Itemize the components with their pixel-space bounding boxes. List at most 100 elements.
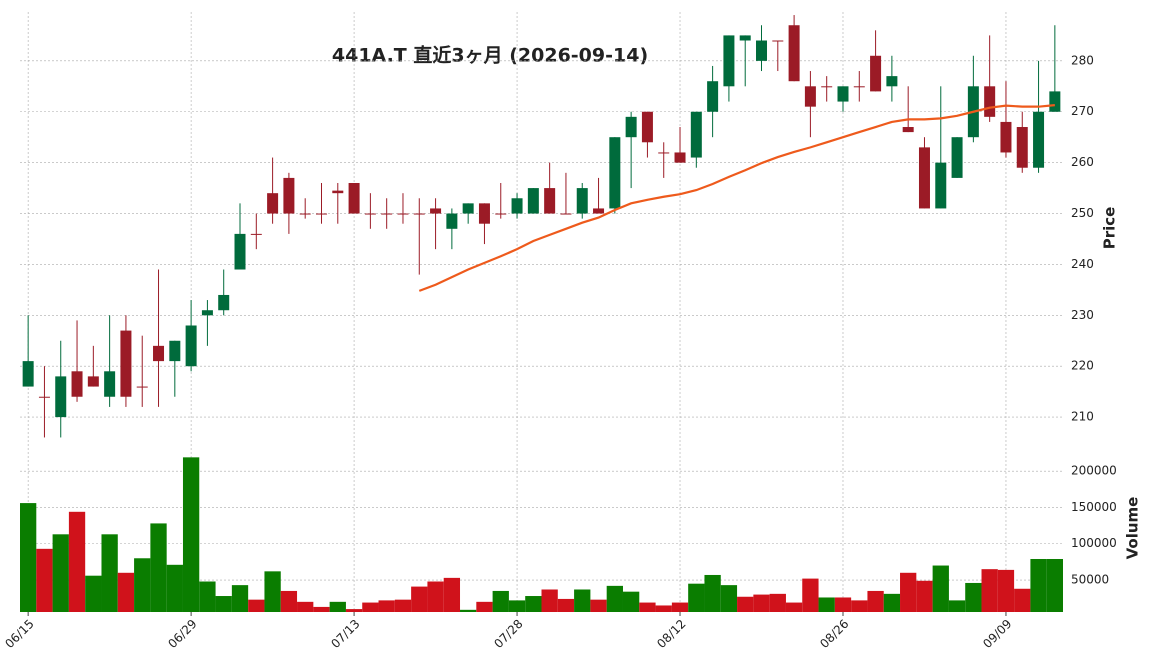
volume-bar (541, 589, 558, 612)
price-axis-label: Price (1101, 207, 1119, 250)
candle-body (364, 213, 376, 215)
candle-body (299, 213, 311, 215)
volume-axis-label: Volume (1124, 497, 1142, 560)
candle-body (576, 188, 588, 214)
volume-bar (231, 585, 249, 612)
candle-body (234, 233, 246, 270)
candle-body (951, 137, 963, 178)
x-tick-label: 08/26 (817, 617, 851, 651)
volume-bar (655, 605, 672, 612)
volume-bar (150, 523, 167, 612)
volume-bar (818, 597, 835, 612)
candle-body (560, 213, 572, 215)
volume-bar (378, 600, 395, 612)
candle-body (935, 162, 947, 209)
candle-body (690, 111, 702, 158)
candle-body (348, 182, 360, 214)
volume-bar (264, 571, 281, 612)
volume-bar (248, 599, 265, 612)
volume-bar (574, 589, 591, 612)
x-tick-label: 07/28 (491, 617, 525, 651)
volume-bar (199, 581, 216, 612)
volume-bar (802, 578, 819, 612)
candle-body (804, 86, 816, 107)
volume-bar (720, 585, 738, 612)
volume-bar (997, 569, 1015, 612)
volume-bar (460, 609, 477, 612)
volume-bar (52, 534, 69, 612)
volume-bar (900, 572, 917, 612)
candle-body (153, 345, 165, 362)
candle-body (22, 361, 34, 387)
candle-body (381, 213, 393, 215)
candle-body (739, 35, 751, 41)
candle-body (641, 111, 653, 143)
volume-bar (427, 581, 444, 612)
candle-body (495, 213, 507, 215)
volume-bar (182, 457, 200, 612)
candle-body (772, 40, 784, 42)
moving-average-line (418, 104, 1055, 292)
candle-body (723, 35, 735, 87)
y-tick-label: 50000 (1071, 573, 1109, 587)
candle-body (1016, 127, 1028, 168)
volume-bar (557, 598, 575, 612)
candle-body (1049, 91, 1061, 112)
volume-bar (753, 594, 770, 612)
volume-bar (867, 590, 884, 612)
y-tick-label: 250 (1071, 206, 1094, 220)
candle-body (609, 137, 621, 209)
volume-bar (932, 565, 949, 612)
volume-bar (443, 577, 461, 612)
x-tick-label: 07/13 (328, 617, 362, 651)
candle-body (788, 25, 800, 82)
volume-bar (68, 511, 86, 612)
candle-body (283, 177, 295, 214)
x-tick-label: 08/12 (654, 617, 688, 651)
volume-bar (20, 503, 37, 612)
candle-body (430, 208, 442, 214)
volume-bar (85, 575, 102, 612)
candle-body (853, 86, 865, 88)
volume-bar (948, 600, 966, 612)
volume-bar (622, 591, 640, 612)
candle-body (315, 213, 327, 215)
candle-body (1000, 121, 1012, 153)
volume-bar (965, 582, 982, 612)
volume-bar (411, 586, 428, 612)
candle-body (185, 325, 197, 367)
candle-body (267, 193, 279, 214)
volume-bar (345, 609, 363, 612)
candle-body (674, 152, 686, 163)
volume-bar (101, 534, 118, 612)
volume-bar (36, 548, 53, 612)
volume-bar (362, 602, 379, 612)
candle-body (446, 213, 458, 229)
volume-bar (134, 558, 151, 612)
volume-bar (508, 600, 526, 612)
candle-body (169, 340, 181, 362)
y-tick-label: 210 (1071, 410, 1094, 424)
candle-body (218, 294, 230, 311)
y-tick-label: 260 (1071, 155, 1094, 169)
candle-body (625, 116, 637, 138)
volume-bar (1014, 588, 1031, 612)
candle-body (120, 330, 132, 397)
volume-bar (916, 580, 933, 612)
candle-body (821, 86, 833, 88)
candle-body (756, 40, 768, 61)
y-tick-label: 240 (1071, 257, 1094, 271)
candle-body (902, 127, 914, 133)
candle-body (250, 233, 262, 235)
volume-bar (1030, 558, 1047, 612)
y-tick-label: 280 (1071, 53, 1094, 67)
volume-bar (166, 564, 183, 612)
volume-bar (1046, 558, 1063, 612)
candle-body (918, 147, 930, 209)
candle-body (71, 371, 83, 397)
candle-body (527, 188, 539, 214)
candle-body (55, 376, 67, 418)
volume-bar (981, 569, 998, 612)
candle-body (38, 396, 50, 398)
candle-body (511, 198, 523, 214)
